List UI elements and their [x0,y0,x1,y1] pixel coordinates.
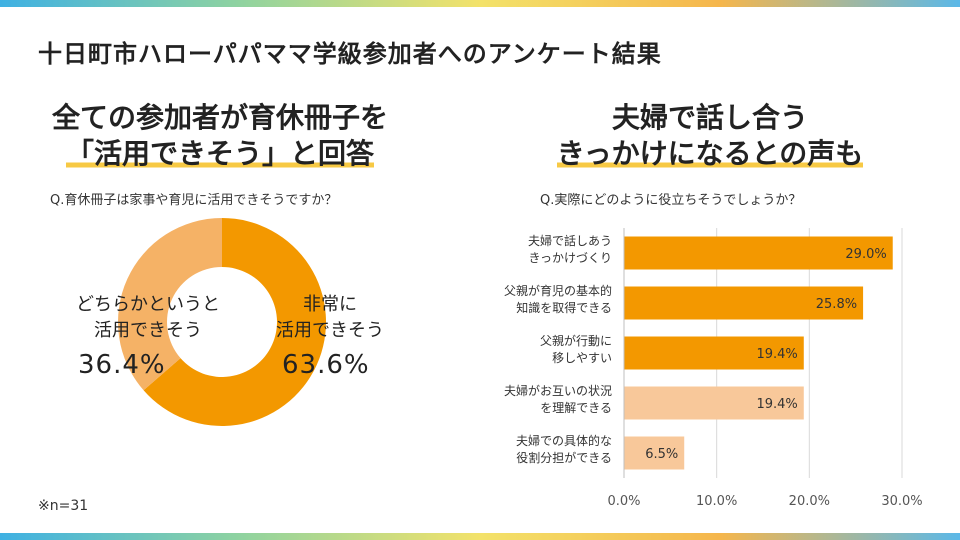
right-headline-line1: 夫婦で話し合う [611,101,808,134]
donut-slice-1 [118,218,222,391]
page-title: 十日町市ハローパパママ学級参加者へのアンケート結果 [38,40,662,68]
category-label-4-1: 役割分担ができる [516,450,612,465]
donut-pct-secondary: 36.4% [78,350,166,380]
donut-slice-0 [143,218,326,426]
donut-label-secondary-line1: どちらかというと [76,294,220,315]
donut-label-primary-line1: 非常に [303,294,357,315]
right-question: Q.実際にどのように役立ちそうでしょうか？ [540,193,802,208]
bar-value-label-0: 29.0% [845,247,886,262]
sample-size-note: ※n=31 [38,498,89,514]
bar-1 [624,286,864,320]
top-stripe [0,0,960,7]
category-label-1-0: 父親が育児の基本的 [504,283,612,298]
donut-label-primary-line2: 活用できそう [276,320,384,341]
bar-3 [624,386,804,420]
bar-value-label-4: 6.5% [645,447,678,462]
x-tick-label-2: 20.0% [789,494,830,509]
left-question: Q.育休冊子は家事や育児に活用できそうですか？ [50,193,338,208]
category-label-0-1: きっかけづくり [528,251,612,265]
category-label-3-1: を理解できる [540,401,612,415]
left-headline: 全ての参加者が育休冊子を 「活用できそう」と回答 [0,100,440,172]
x-tick-label-0: 0.0% [607,494,640,509]
category-label-0-0: 夫婦で話しあう [528,233,612,248]
bar-value-label-3: 19.4% [756,397,797,412]
x-tick-label-1: 10.0% [696,494,737,509]
bottom-stripe [0,533,960,540]
donut-label-primary: 非常に 活用できそう [230,292,430,344]
category-label-2-1: 移しやすい [552,351,612,365]
category-label-4-0: 夫婦での具体的な [516,433,612,448]
donut-pct-primary: 63.6% [282,350,370,380]
right-headline: 夫婦で話し合う きっかけになるとの声も [490,100,930,172]
bar-value-label-2: 19.4% [756,347,797,362]
category-label-1-1: 知識を取得できる [516,300,612,315]
x-tick-label-3: 30.0% [881,494,922,509]
right-headline-line2: きっかけになるとの声も [556,137,864,170]
left-headline-line2: 「活用できそう」と回答 [65,137,374,170]
category-label-2-0: 父親が行動に [540,333,612,348]
bar-0 [624,236,893,270]
donut-label-secondary: どちらかというと 活用できそう [48,292,248,344]
bar-2 [624,336,804,370]
bar-4 [624,436,685,470]
bar-value-label-1: 25.8% [816,297,857,312]
category-label-3-0: 夫婦がお互いの状況 [504,383,612,398]
left-headline-line1: 全ての参加者が育休冊子を [51,101,388,134]
donut-label-secondary-line2: 活用できそう [94,320,202,341]
